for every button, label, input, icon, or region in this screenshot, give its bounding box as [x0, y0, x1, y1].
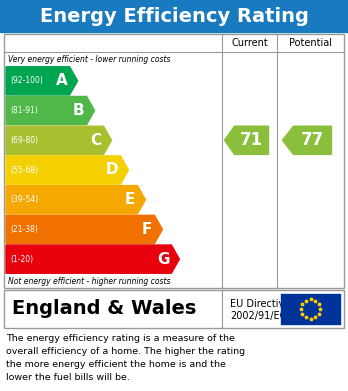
Text: 71: 71: [240, 131, 263, 149]
Text: D: D: [106, 163, 118, 178]
Text: (92-100): (92-100): [10, 76, 43, 85]
Text: (21-38): (21-38): [10, 225, 38, 234]
Text: F: F: [142, 222, 152, 237]
Polygon shape: [6, 245, 179, 273]
Text: Not energy efficient - higher running costs: Not energy efficient - higher running co…: [8, 276, 171, 285]
Polygon shape: [6, 67, 78, 95]
Text: Energy Efficiency Rating: Energy Efficiency Rating: [40, 7, 308, 25]
Text: (39-54): (39-54): [10, 195, 38, 204]
Polygon shape: [6, 156, 128, 184]
Text: C: C: [90, 133, 102, 148]
Text: lower the fuel bills will be.: lower the fuel bills will be.: [6, 373, 130, 382]
Polygon shape: [6, 97, 95, 125]
Text: the more energy efficient the home is and the: the more energy efficient the home is an…: [6, 360, 226, 369]
Bar: [4, 290, 344, 328]
Text: 77: 77: [301, 131, 324, 149]
Text: A: A: [56, 74, 68, 88]
Text: B: B: [73, 103, 85, 118]
Bar: [281, 294, 340, 324]
Text: Very energy efficient - lower running costs: Very energy efficient - lower running co…: [8, 54, 171, 63]
Text: EU Directive: EU Directive: [230, 299, 290, 309]
Polygon shape: [224, 126, 269, 154]
Text: E: E: [125, 192, 135, 207]
Bar: [0, 0, 348, 32]
Text: (81-91): (81-91): [10, 106, 38, 115]
Bar: [4, 34, 344, 288]
Text: Current: Current: [231, 38, 268, 48]
Polygon shape: [283, 126, 332, 154]
Text: overall efficiency of a home. The higher the rating: overall efficiency of a home. The higher…: [6, 347, 245, 356]
Text: (55-68): (55-68): [10, 165, 38, 174]
Text: (69-80): (69-80): [10, 136, 38, 145]
Polygon shape: [6, 186, 145, 214]
Text: G: G: [157, 252, 169, 267]
Text: 2002/91/EC: 2002/91/EC: [230, 311, 286, 321]
Text: Potential: Potential: [289, 38, 332, 48]
Polygon shape: [6, 126, 111, 154]
Polygon shape: [6, 215, 163, 244]
Text: The energy efficiency rating is a measure of the: The energy efficiency rating is a measur…: [6, 334, 235, 343]
Text: England & Wales: England & Wales: [12, 300, 196, 319]
Text: (1-20): (1-20): [10, 255, 33, 264]
